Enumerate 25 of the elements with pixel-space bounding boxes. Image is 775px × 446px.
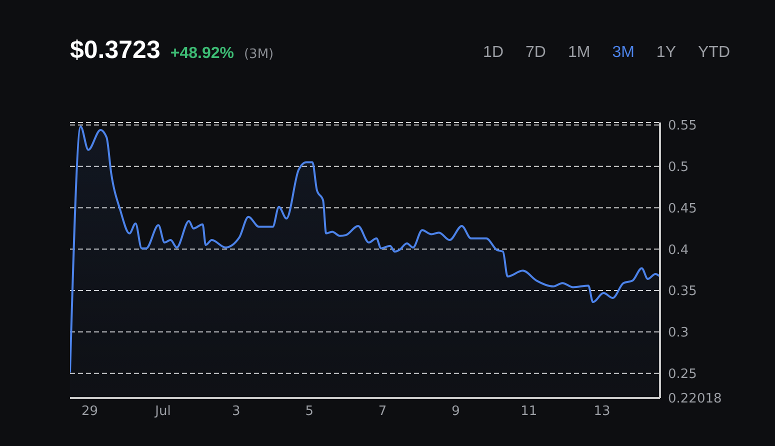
x-tick-label: 11 [520, 404, 538, 420]
x-tick-label: 13 [594, 404, 610, 420]
y-tick-label: 0.22018 [668, 392, 722, 407]
y-tick-label: 0.3 [668, 326, 689, 341]
y-tick-label: 0.45 [668, 201, 697, 216]
x-tick-label: Jul [154, 404, 171, 420]
y-tick-label: 0.25 [668, 366, 697, 382]
x-tick-label: 3 [232, 404, 240, 420]
text: (3M) [244, 47, 274, 62]
x-tick-label: 7 [378, 404, 387, 420]
chart-title: $0.3723 [70, 36, 160, 65]
text: 7D [526, 44, 546, 62]
x-tick-label: 29 [82, 404, 98, 420]
x-tick-label: 9 [452, 404, 460, 420]
text: 1Y [656, 44, 676, 62]
y-tick-label: 0.5 [668, 160, 689, 175]
text: 1D [483, 44, 504, 62]
text: YTD [698, 44, 730, 62]
chart-subtitle: +48.92% [170, 45, 234, 63]
text: 3M [612, 44, 634, 62]
y-tick-label: 0.35 [668, 284, 697, 300]
y-tick-label: 0.55 [668, 118, 697, 134]
text: 1M [568, 44, 590, 62]
x-tick-label: 5 [305, 404, 314, 420]
y-tick-label: 0.4 [668, 242, 689, 258]
